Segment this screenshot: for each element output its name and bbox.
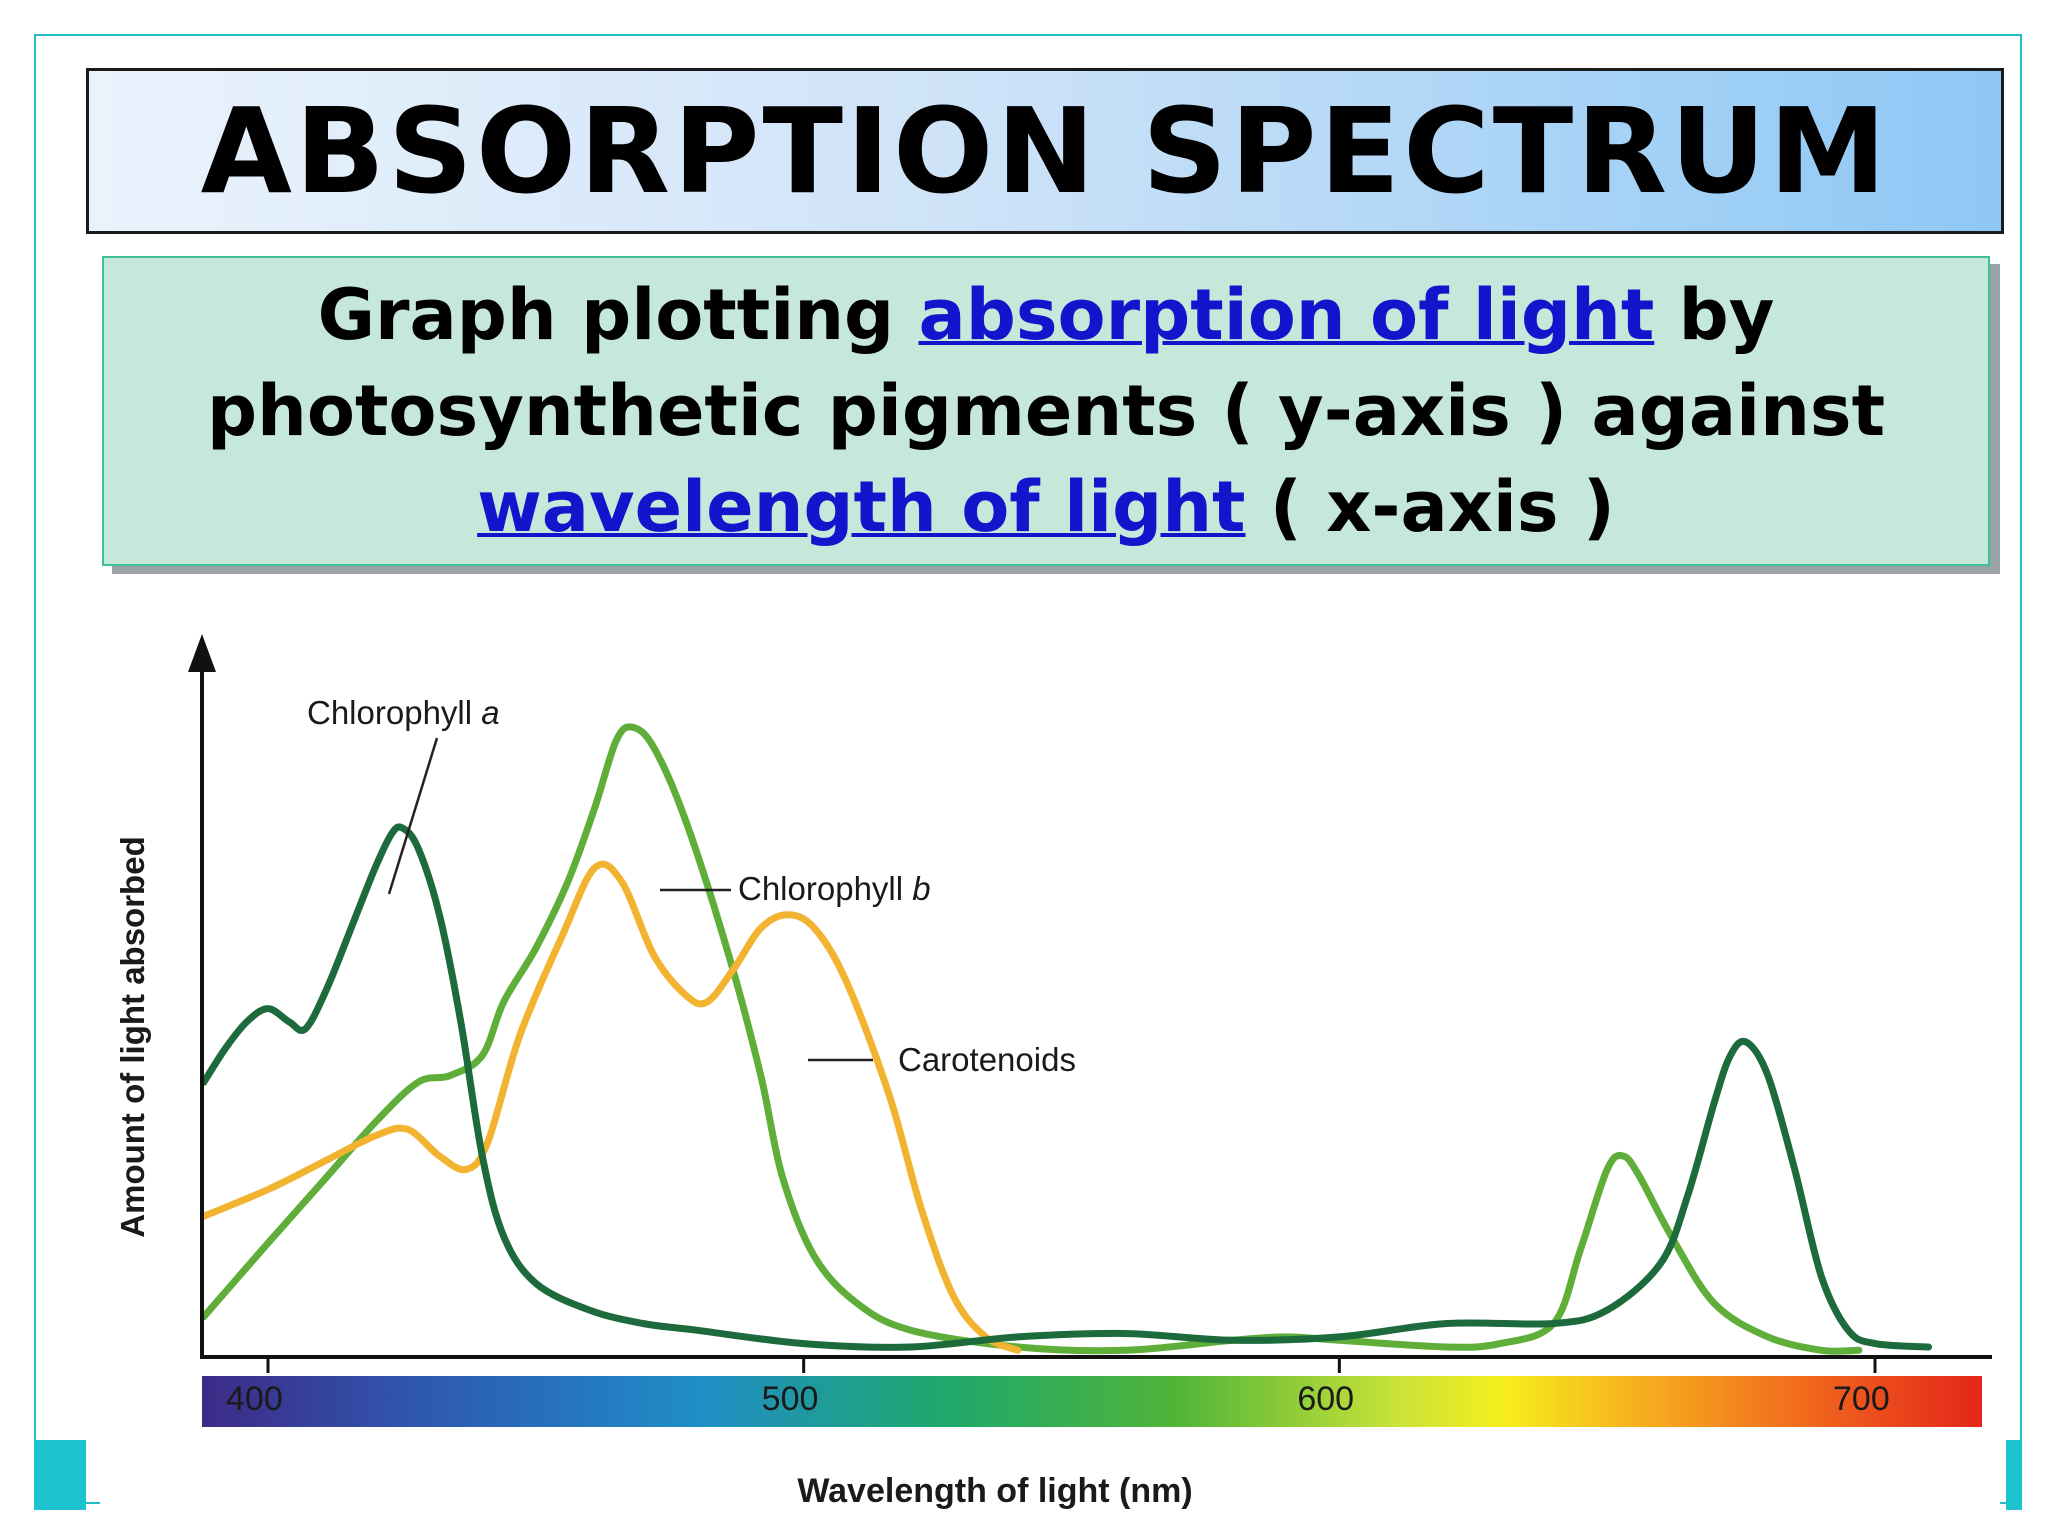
x-axis-title: Wavelength of light (nm) <box>797 1472 1192 1510</box>
absorption-of-light-link[interactable]: absorption of light <box>918 274 1655 356</box>
labels-group: Wavelength of light (nm) Amount of light … <box>114 694 1193 1510</box>
series-line-chlorophyll-b <box>200 723 1863 1355</box>
annotation-text: Carotenoids <box>898 1041 1076 1078</box>
corner-decoration-left <box>34 1440 86 1510</box>
definition-text: ( x-axis ) <box>1245 466 1615 548</box>
annotation-label-carotenoids: Carotenoids <box>898 1041 1076 1078</box>
definition-text: by <box>1654 274 1775 356</box>
wavelength-of-light-link[interactable]: wavelength of light <box>477 466 1246 548</box>
definition-line-1: Graph plotting absorption of light by <box>318 267 1775 363</box>
x-tick-label: 500 <box>762 1380 819 1418</box>
annotation-text-italic: b <box>912 870 930 907</box>
wavelength-spectrum-bar <box>202 1376 1982 1427</box>
axes-group: 400 500 600 700 <box>188 634 1992 1427</box>
y-axis-arrow <box>188 634 216 672</box>
annotation-text-italic: a <box>481 694 499 731</box>
definition-line-3: wavelength of light ( x-axis ) <box>477 459 1615 555</box>
x-tick-label: 700 <box>1833 1380 1890 1418</box>
definition-text: Graph plotting <box>317 274 919 356</box>
annotation-label-chlorophyll-b: Chlorophyll b <box>738 870 931 907</box>
series-line-carotenoids <box>200 860 1022 1354</box>
annotation-leader-chlorophyll-a <box>387 737 439 895</box>
absorption-spectrum-chart: 400 500 600 700 Wavelength of light (nm) Amo… <box>100 600 2000 1520</box>
slide-title: ABSORPTION SPECTRUM <box>200 82 1890 220</box>
x-tick-label: 400 <box>226 1380 283 1418</box>
plot-background <box>100 600 2000 1520</box>
annotation-label-chlorophyll-a: Chlorophyll a <box>307 694 500 731</box>
y-axis-title: Amount of light absorbed <box>114 836 151 1237</box>
annotation-text: Chlorophyll <box>307 694 481 731</box>
definition-box: Graph plotting absorption of light by ph… <box>102 256 1990 566</box>
x-tick-label: 600 <box>1297 1380 1354 1418</box>
annotation-text: Chlorophyll <box>738 870 912 907</box>
series-group <box>200 723 1933 1355</box>
series-line-chlorophyll-a <box>200 823 1933 1351</box>
definition-line-2: photosynthetic pigments ( y-axis ) again… <box>206 370 1886 452</box>
title-banner: ABSORPTION SPECTRUM <box>86 68 2004 234</box>
corner-decoration-right <box>2006 1440 2022 1510</box>
